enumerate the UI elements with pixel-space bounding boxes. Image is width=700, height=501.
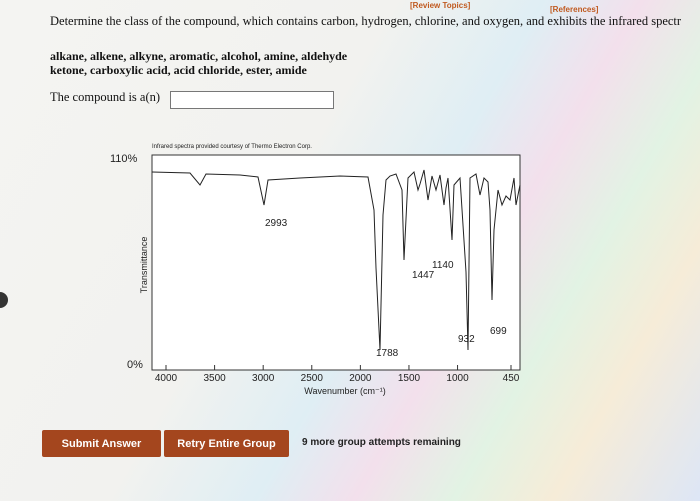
- x-tick-label: 3000: [252, 373, 275, 384]
- plot-frame: [151, 154, 521, 371]
- peak-label: 1788: [376, 348, 399, 359]
- peak-label: 1140: [432, 260, 454, 271]
- x-tick-label: 3500: [203, 373, 226, 384]
- credit: Infrared spectra provided courtesy of Th…: [152, 144, 312, 150]
- references-link[interactable]: [References]: [550, 5, 599, 14]
- attempts-text: 9 more group attempts remaining: [302, 437, 461, 448]
- retry-button[interactable]: Retry Entire Group: [164, 430, 289, 457]
- peak-label: 2993: [265, 218, 288, 229]
- x-tick-label: 2000: [349, 373, 372, 384]
- y-top-label: 110%: [110, 153, 138, 165]
- question-text: Determine the class of the compound, whi…: [50, 14, 682, 28]
- answer-input[interactable]: [170, 91, 334, 109]
- peak-label: 932: [458, 334, 475, 345]
- peak-label: 1447: [412, 270, 435, 281]
- nav-arrow[interactable]: [0, 292, 8, 308]
- y-bottom-label: 0%: [127, 359, 143, 371]
- options-line: ketone, carboxylic acid, acid chloride, …: [50, 63, 307, 77]
- spectrum: Infrared spectra provided courtesy of Th…: [110, 144, 521, 396]
- submit-button[interactable]: Submit Answer: [42, 430, 161, 457]
- peak-label: 699: [490, 326, 507, 337]
- y-axis-label: Transmittance: [139, 237, 149, 294]
- prompt: The compound is a(n): [50, 90, 161, 104]
- x-axis-label: Wavenumber (cm⁻¹): [304, 386, 385, 396]
- spectrum-curve: [151, 169, 521, 351]
- x-tick-label: 1500: [398, 373, 421, 384]
- x-tick-label: 450: [503, 373, 520, 384]
- x-tick-label: 2500: [301, 373, 324, 384]
- review-topics-link[interactable]: [Review Topics]: [410, 1, 471, 10]
- options-line: alkane, alkene, alkyne, aromatic, alcoho…: [50, 49, 348, 63]
- x-tick-label: 4000: [155, 373, 178, 384]
- x-tick-label: 1000: [446, 373, 469, 384]
